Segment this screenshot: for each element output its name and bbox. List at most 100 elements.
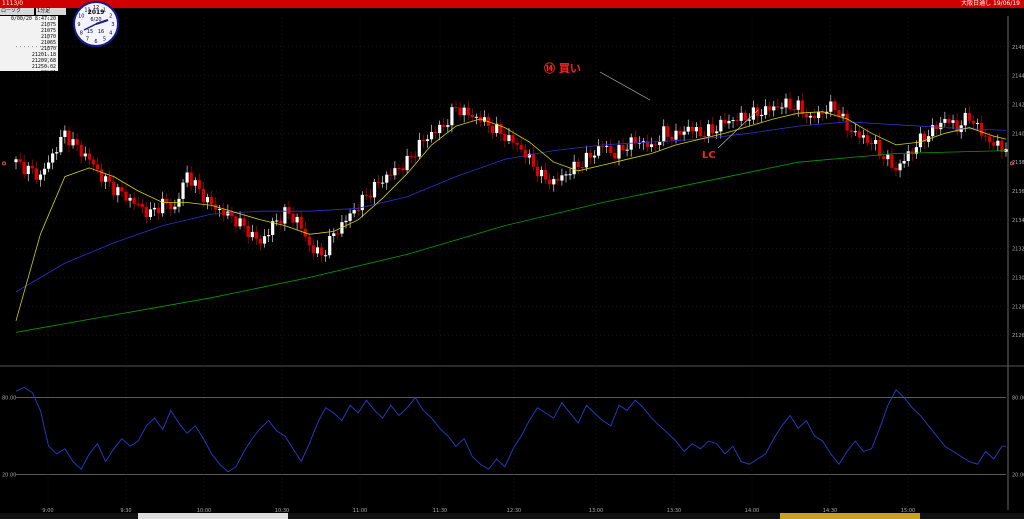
candle-body	[466, 107, 470, 115]
candle-body	[324, 255, 328, 257]
candle-body	[592, 155, 597, 158]
candle-body	[768, 106, 772, 111]
candle-body	[637, 142, 641, 144]
oscillator-line	[15, 386, 1006, 473]
candle-body	[633, 137, 637, 144]
clock-numeral: 7	[86, 37, 89, 43]
candle-body	[22, 161, 26, 175]
candle-body	[992, 142, 996, 146]
candle-body	[751, 107, 756, 120]
candle-body	[279, 220, 283, 224]
candle-body	[397, 168, 401, 170]
info-line: 90.81	[40, 70, 56, 76]
title-bar: 1113/0 大阪日通し 19/06/19	[0, 0, 1024, 8]
candle-body	[539, 169, 544, 177]
candle-body	[723, 119, 727, 124]
candle-body	[332, 233, 336, 237]
clock-hour-hand	[95, 19, 109, 25]
time-tick-label: 9:30	[120, 508, 131, 514]
candle-body	[588, 152, 593, 158]
candle-body	[743, 112, 747, 121]
candle-body	[503, 134, 507, 141]
info-line: 21209.68	[31, 58, 56, 64]
candle-body	[352, 210, 356, 214]
candle-body	[421, 139, 426, 141]
candle-body	[413, 156, 417, 158]
chart-grid	[0, 16, 1024, 510]
candle-body	[71, 139, 75, 146]
time-tick-label: 9:00	[42, 508, 53, 514]
candle-body	[148, 209, 153, 217]
chart-type-select[interactable]: ローソク	[0, 8, 34, 15]
candle-body	[14, 159, 18, 163]
candle-body	[792, 109, 796, 111]
osc-tick-label: 20.00	[1012, 472, 1024, 478]
candle-body	[878, 140, 882, 157]
candle-body	[804, 114, 808, 118]
candle-body	[307, 236, 311, 246]
candle-body	[271, 221, 275, 235]
candle-body	[572, 161, 576, 175]
candle-body	[120, 187, 124, 192]
candle-body	[975, 123, 980, 125]
price-info-panel: 0/00/20 8:47:20 21075 21075 21070 21065 …	[0, 16, 58, 76]
candle-body	[315, 247, 320, 254]
ma-short-line	[15, 111, 1007, 321]
candle-body	[275, 220, 279, 222]
candle-body	[674, 130, 678, 140]
candle-body	[116, 187, 120, 196]
candle-body	[796, 100, 800, 110]
candle-body	[829, 101, 833, 112]
right-marker	[1010, 161, 1014, 166]
info-line: 21065	[40, 40, 56, 46]
candle-body	[328, 236, 332, 256]
candle-body	[886, 154, 890, 160]
candle-body	[299, 216, 303, 229]
candle-body	[59, 136, 63, 153]
candle-body	[283, 207, 287, 224]
candle-body	[645, 141, 650, 147]
candle-body	[556, 179, 560, 181]
time-tick-label: 11:30	[433, 508, 447, 514]
candle-body	[152, 207, 157, 210]
candle-body	[535, 166, 540, 177]
candle-body	[507, 135, 511, 141]
candle-body	[670, 136, 674, 140]
candle-body	[552, 179, 556, 185]
clock-numeral: 6	[94, 39, 97, 45]
candle-body	[833, 101, 837, 111]
time-tick-label: 11:00	[353, 508, 367, 514]
candle-body	[254, 231, 258, 239]
candle-body	[205, 197, 210, 203]
clock-date: 6/20	[90, 17, 101, 23]
candle-body	[857, 131, 861, 138]
candle-body	[943, 118, 947, 123]
candle-body	[658, 141, 662, 146]
interval-select[interactable]: 1分足	[36, 8, 66, 15]
candle-body	[686, 126, 690, 132]
candle-body	[947, 118, 951, 123]
candle-body	[914, 147, 918, 154]
candle-body	[882, 156, 886, 160]
candle-body	[51, 153, 55, 163]
status-progress	[780, 513, 920, 519]
clock-inner-numeral: 15	[87, 29, 93, 35]
candle-body	[291, 213, 295, 223]
candle-body	[898, 163, 902, 171]
candle-body	[95, 164, 100, 170]
candle-body	[434, 132, 438, 134]
status-bar	[0, 513, 1024, 519]
candle-body	[719, 119, 723, 132]
candle-body	[458, 107, 462, 116]
candle-body	[788, 98, 792, 110]
candle-body	[515, 142, 519, 145]
candle-body	[238, 218, 242, 227]
candle-body	[776, 106, 780, 108]
clock-inner-numeral: 16	[98, 29, 104, 35]
price-tick-label: 21460	[1012, 45, 1024, 51]
time-tick-label: 10:00	[197, 508, 211, 514]
candle-body	[560, 175, 564, 181]
candle-body	[922, 133, 927, 142]
candle-body	[495, 123, 499, 133]
